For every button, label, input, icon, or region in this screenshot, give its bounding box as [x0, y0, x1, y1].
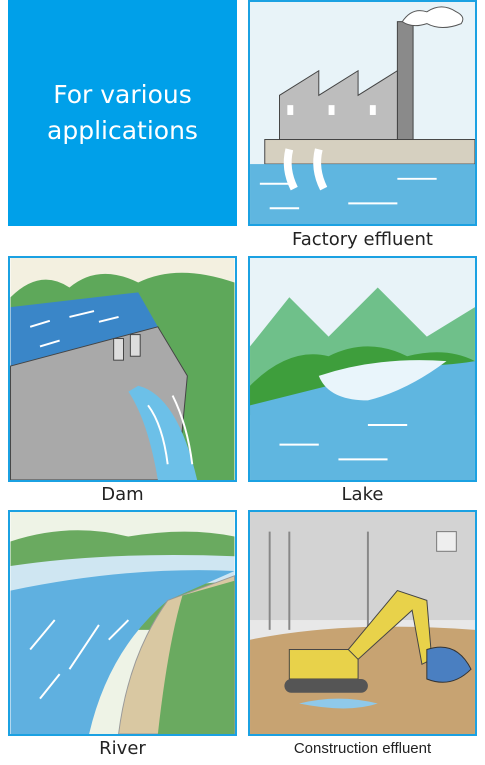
river-image [8, 510, 237, 736]
lake-image [248, 256, 477, 482]
construction-illustration [250, 512, 475, 734]
dam-illustration [10, 258, 235, 480]
factory-illustration [250, 2, 475, 224]
lake-illustration [250, 258, 475, 480]
river-illustration [10, 512, 235, 734]
title-box: For various applications [8, 0, 237, 226]
caption: Construction effluent [293, 740, 432, 757]
caption: River [99, 738, 146, 759]
construction-image [248, 510, 477, 736]
factory-image [248, 0, 477, 226]
caption: Lake [341, 484, 384, 505]
title: For various applications [47, 80, 198, 145]
dam-image [8, 256, 237, 482]
caption: Dam [101, 484, 144, 505]
caption: Factory effluent [292, 229, 433, 250]
